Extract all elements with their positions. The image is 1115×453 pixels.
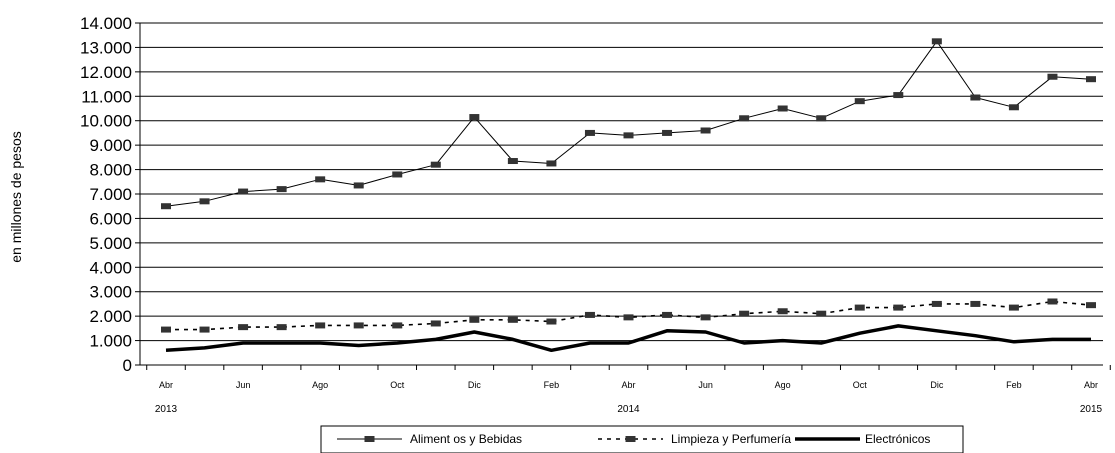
series-line <box>165 40 1092 207</box>
data-point <box>1047 73 1058 80</box>
data-point <box>1008 304 1019 311</box>
data-point <box>854 304 865 311</box>
data-point <box>1086 302 1096 309</box>
legend-marker <box>364 436 375 442</box>
y-axis-ticks: 0 1.000 2.000 3.000 4.000 5.000 6.000 7.000 8.00… <box>80 14 140 375</box>
data-point <box>353 322 364 329</box>
gridlines <box>140 22 1103 342</box>
y-tick-label: 14.000 <box>80 14 132 33</box>
data-point <box>1008 104 1019 111</box>
data-point <box>1047 298 1058 305</box>
data-point <box>276 324 287 331</box>
data-point <box>700 127 711 134</box>
year-label: 2015 <box>1080 404 1103 415</box>
legend-label: Aliment os y Bebidas <box>410 432 522 446</box>
x-tick-label: Abr <box>1084 380 1098 390</box>
data-point <box>238 324 249 331</box>
year-label: 2014 <box>617 404 640 415</box>
data-point <box>353 182 364 189</box>
legend-label: Electrónicos <box>865 432 930 446</box>
y-tick-label: 2.000 <box>89 307 132 326</box>
x-tick-label: Ago <box>775 380 791 390</box>
data-point <box>931 38 942 45</box>
legend-label: Limpieza y Perfumería <box>671 432 791 446</box>
x-tick-label: Jun <box>236 380 251 390</box>
y-tick-label: 8.000 <box>89 161 132 180</box>
data-point <box>161 326 171 333</box>
data-point <box>276 186 287 193</box>
x-tick-label: Dic <box>468 380 481 390</box>
y-axis-label: en millones de pesos <box>8 131 24 263</box>
data-point <box>893 92 904 99</box>
data-point <box>315 322 326 329</box>
y-tick-label: 10.000 <box>80 112 132 131</box>
x-axis-ticks: Abr Jun Ago Oct Dic Feb Abr Jun Ago Oct Dic Feb Abr <box>146 365 1111 390</box>
data-point <box>816 115 827 122</box>
series-group <box>161 38 1096 353</box>
data-point <box>777 308 788 315</box>
data-point <box>392 171 403 178</box>
data-point <box>584 129 595 136</box>
data-point <box>739 115 750 122</box>
data-point <box>507 316 518 323</box>
x-tick-label: Feb <box>1006 380 1022 390</box>
data-point <box>1086 76 1096 83</box>
x-tick-label: Dic <box>930 380 943 390</box>
series-line <box>165 324 1091 353</box>
data-point <box>970 300 981 307</box>
data-point <box>893 304 904 311</box>
data-point <box>546 160 557 167</box>
data-point <box>662 129 673 136</box>
data-point <box>584 311 595 318</box>
data-point <box>739 310 750 317</box>
data-point <box>816 310 827 317</box>
legend-marker <box>625 436 636 442</box>
data-point <box>854 98 865 105</box>
data-point <box>238 188 249 195</box>
year-labels: 2013 2014 2015 <box>155 404 1103 415</box>
legend: Aliment os y Bebidas Limpieza y Perfumerí… <box>320 425 964 453</box>
data-point <box>662 311 673 318</box>
y-tick-label: 4.000 <box>89 258 132 277</box>
year-label: 2013 <box>155 404 178 415</box>
y-tick-label: 3.000 <box>89 283 132 302</box>
y-tick-label: 13.000 <box>80 38 132 57</box>
y-tick-label: 1.000 <box>89 332 132 351</box>
data-point <box>315 176 326 183</box>
data-point <box>469 316 480 323</box>
data-point <box>392 322 403 329</box>
x-tick-label: Oct <box>853 380 868 390</box>
data-point <box>507 158 518 165</box>
data-point <box>430 161 441 168</box>
x-tick-label: Abr <box>159 380 173 390</box>
data-point <box>970 94 981 101</box>
data-point <box>469 114 480 121</box>
data-point <box>161 203 171 210</box>
x-tick-label: Ago <box>312 380 328 390</box>
x-tick-label: Oct <box>390 380 405 390</box>
data-point <box>931 300 942 307</box>
data-point <box>623 132 634 139</box>
y-tick-label: 11.000 <box>81 87 132 106</box>
y-tick-label: 7.000 <box>89 185 132 204</box>
data-point <box>623 314 634 321</box>
data-point <box>430 320 441 327</box>
y-tick-label: 12.000 <box>80 63 132 82</box>
x-tick-label: Abr <box>621 380 635 390</box>
x-tick-label: Feb <box>544 380 560 390</box>
data-point <box>199 326 210 333</box>
y-tick-label: 0 <box>123 356 132 375</box>
x-tick-label: Jun <box>698 380 713 390</box>
y-tick-label: 6.000 <box>89 209 132 228</box>
y-tick-label: 9.000 <box>89 136 132 155</box>
data-point <box>700 314 711 321</box>
data-point <box>777 105 788 112</box>
y-tick-label: 5.000 <box>89 234 132 253</box>
data-point <box>199 198 210 205</box>
data-point <box>546 318 557 325</box>
